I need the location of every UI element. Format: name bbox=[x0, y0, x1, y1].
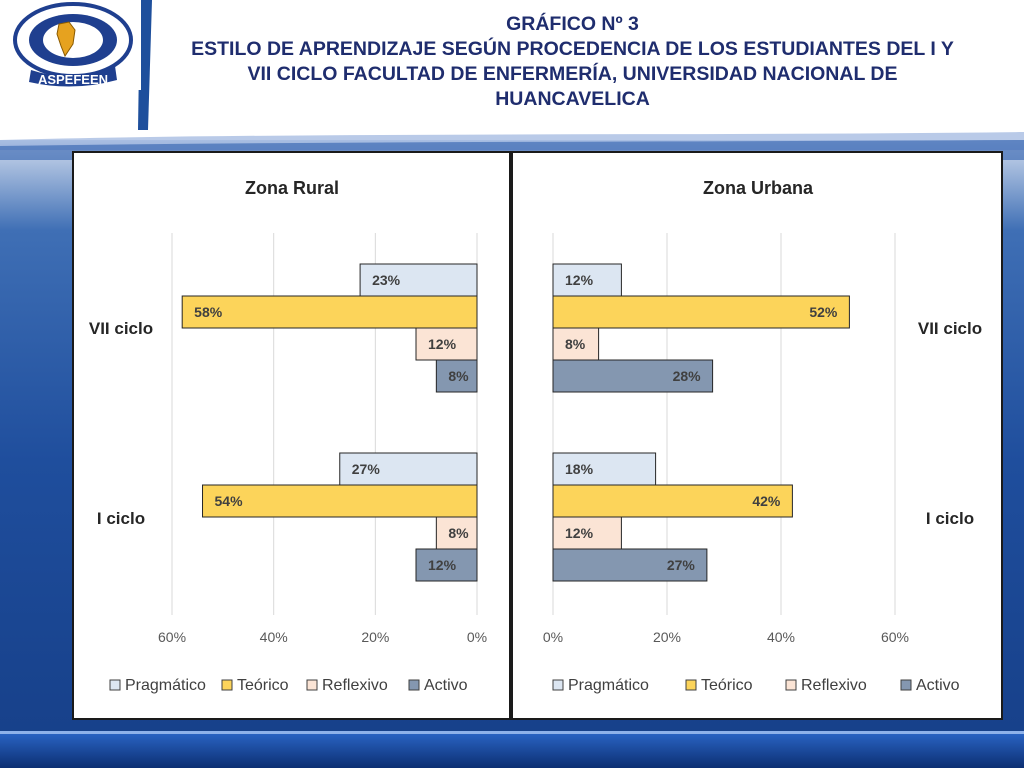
tick-label: 40% bbox=[260, 629, 288, 645]
legend-label: Pragmático bbox=[568, 677, 649, 694]
page-title: GRÁFICO Nº 3 ESTILO DE APRENDIZAJE SEGÚN… bbox=[150, 12, 995, 112]
chart-title: Zona Rural bbox=[245, 178, 339, 198]
data-label: 12% bbox=[428, 336, 457, 352]
title-line-3: VII CICLO FACULTAD DE ENFERMERÍA, UNIVER… bbox=[247, 63, 898, 85]
tick-label: 0% bbox=[543, 629, 563, 645]
bar-activo bbox=[435, 359, 478, 393]
bar-teórico bbox=[552, 295, 850, 329]
legend-swatch-activo bbox=[900, 679, 912, 691]
data-label: 28% bbox=[673, 368, 702, 384]
tick-label: 0% bbox=[467, 629, 487, 645]
bottom-bar bbox=[0, 733, 1024, 768]
aspefeen-logo: ASPEFEEN bbox=[3, 0, 141, 90]
legend-label: Teórico bbox=[701, 677, 753, 694]
bar-reflexivo bbox=[435, 516, 478, 550]
category-label: VII ciclo bbox=[89, 319, 153, 338]
data-label: 8% bbox=[448, 525, 469, 541]
bar-teórico bbox=[202, 484, 478, 518]
legend-swatch-activo bbox=[408, 679, 420, 691]
title-line-1: GRÁFICO Nº 3 bbox=[506, 13, 639, 35]
data-label: 12% bbox=[428, 557, 457, 573]
data-label: 58% bbox=[194, 304, 223, 320]
legend-label: Activo bbox=[424, 677, 468, 694]
legend-swatch-reflexivo bbox=[785, 679, 797, 691]
legend-label: Activo bbox=[916, 677, 960, 694]
bar-reflexivo bbox=[552, 516, 622, 550]
legend-label: Reflexivo bbox=[801, 677, 867, 694]
title-line-2: ESTILO DE APRENDIZAJE SEGÚN PROCEDENCIA … bbox=[191, 38, 954, 60]
logo-text: ASPEFEEN bbox=[38, 72, 108, 87]
chart-panel-rural: 60% 40% 20% 0% Zona Rural VII ciclo I ciclo 23%… bbox=[72, 151, 511, 720]
data-label: 42% bbox=[752, 493, 781, 509]
legend-label: Pragmático bbox=[125, 677, 206, 694]
bar-teórico bbox=[552, 484, 793, 518]
bar-pragmático bbox=[339, 452, 478, 486]
data-label: 8% bbox=[448, 368, 469, 384]
data-label: 18% bbox=[565, 461, 594, 477]
category-label: I ciclo bbox=[926, 509, 974, 528]
bar-pragmático bbox=[552, 452, 657, 486]
data-label: 27% bbox=[352, 461, 381, 477]
bar-activo bbox=[552, 548, 708, 582]
data-label: 12% bbox=[565, 272, 594, 288]
legend-swatch-reflexivo bbox=[306, 679, 318, 691]
category-label: VII ciclo bbox=[918, 319, 982, 338]
tick-label: 60% bbox=[158, 629, 186, 645]
data-label: 52% bbox=[809, 304, 838, 320]
data-label: 54% bbox=[215, 493, 244, 509]
legend-label: Reflexivo bbox=[322, 677, 388, 694]
category-label: I ciclo bbox=[97, 509, 145, 528]
data-label: 8% bbox=[565, 336, 586, 352]
bar-teórico bbox=[181, 295, 478, 329]
chart-title: Zona Urbana bbox=[703, 178, 814, 198]
legend-label: Teórico bbox=[237, 677, 289, 694]
bar-reflexivo bbox=[415, 327, 478, 361]
chart-urbana: 0% 20% 40% 60% Zona Urbana VII ciclo I ciclo 12… bbox=[543, 178, 982, 694]
data-label: 12% bbox=[565, 525, 594, 541]
bar-pragmático bbox=[552, 263, 622, 297]
chart-rural: 60% 40% 20% 0% Zona Rural VII ciclo I ciclo 23%… bbox=[89, 178, 487, 694]
data-label: 23% bbox=[372, 272, 401, 288]
data-label: 27% bbox=[667, 557, 696, 573]
legend-swatch-teórico bbox=[685, 679, 697, 691]
title-line-4: HUANCAVELICA bbox=[495, 88, 650, 110]
chart-panel-urbana: 0% 20% 40% 60% Zona Urbana VII ciclo I ciclo 12… bbox=[511, 151, 1003, 720]
legend-swatch-teórico bbox=[221, 679, 233, 691]
legend-swatch-pragmático bbox=[552, 679, 564, 691]
bar-reflexivo bbox=[552, 327, 600, 361]
tick-label: 40% bbox=[767, 629, 795, 645]
tick-label: 20% bbox=[653, 629, 681, 645]
tick-label: 60% bbox=[881, 629, 909, 645]
legend-swatch-pragmático bbox=[109, 679, 121, 691]
bar-activo bbox=[415, 548, 478, 582]
bar-activo bbox=[552, 359, 714, 393]
tick-label: 20% bbox=[361, 629, 389, 645]
